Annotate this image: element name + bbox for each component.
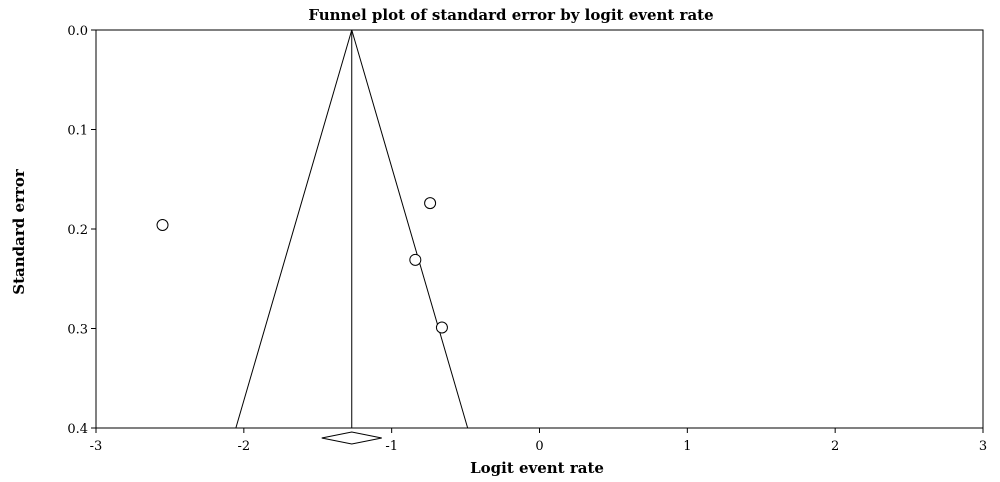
x-tick-label: -2 <box>237 439 250 454</box>
study-point <box>409 253 422 266</box>
x-axis-label: Logit event rate <box>470 459 604 477</box>
funnel-lines <box>235 29 469 429</box>
study-point <box>435 321 448 334</box>
summary-diamond-group <box>321 431 382 445</box>
funnel-right-line <box>351 29 469 429</box>
y-tick-label: 0.1 <box>67 124 88 139</box>
study-point <box>156 219 169 232</box>
y-tick-label: 0.2 <box>67 223 88 238</box>
funnel-left-line <box>235 29 353 429</box>
x-tick-label: 3 <box>979 439 987 454</box>
y-tick-label: 0.0 <box>67 24 88 39</box>
summary-diamond <box>321 431 382 445</box>
y-axis-ticks: 0.0 0.1 0.2 0.3 0.4 <box>67 24 96 437</box>
chart-title: Funnel plot of standard error by logit e… <box>308 6 713 24</box>
x-axis-ticks: -3 -2 -1 0 1 2 3 <box>90 428 987 454</box>
x-tick-label: 2 <box>831 439 839 454</box>
study-point <box>424 197 437 210</box>
x-tick-label: 1 <box>683 439 691 454</box>
study-points <box>156 197 448 334</box>
y-tick-label: 0.3 <box>67 323 88 338</box>
y-axis-label: Standard error <box>10 168 28 295</box>
y-tick-label: 0.4 <box>67 422 88 437</box>
x-tick-label: 0 <box>535 439 543 454</box>
x-tick-label: -3 <box>90 439 103 454</box>
x-tick-label: -1 <box>385 439 398 454</box>
plot-frame <box>95 29 984 429</box>
